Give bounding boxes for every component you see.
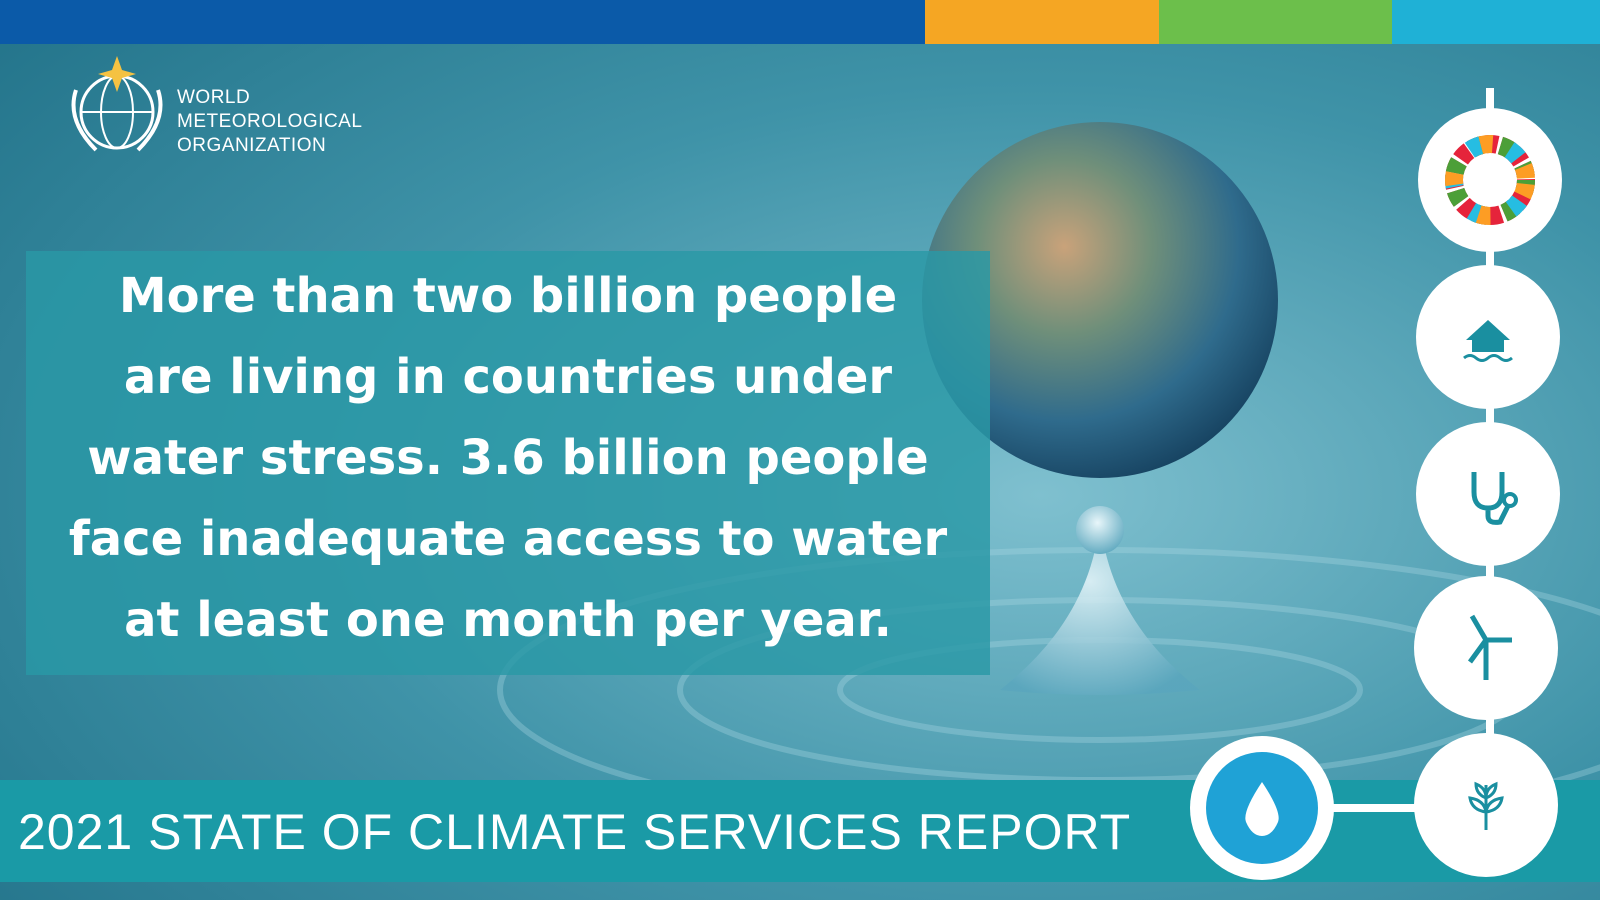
headline-line: at least one month per year. (124, 592, 892, 648)
earth (922, 122, 1278, 478)
org-name: WORLD (177, 87, 250, 108)
headline-line: water stress. 3.6 billion people (87, 430, 928, 486)
icon-agriculture (1414, 733, 1558, 877)
top-bar-blue (0, 0, 925, 44)
headline-line: More than two billion people (119, 268, 897, 324)
wmo-logo (71, 56, 163, 152)
footer-title: 2021 STATE OF CLIMATE SERVICES REPORT (18, 804, 1131, 860)
droplet (1076, 506, 1124, 554)
org-name: METEOROLOGICAL (177, 111, 362, 132)
icon-energy (1414, 576, 1558, 720)
top-bar-orange (925, 0, 1159, 44)
top-bar-green (1159, 0, 1392, 44)
footer-band (0, 780, 1600, 882)
icon-flood (1416, 265, 1560, 409)
headline-line: are living in countries under (124, 349, 892, 405)
headline-line: face inadequate access to water (69, 511, 948, 567)
headline-box (26, 251, 990, 675)
icon-water (1190, 736, 1334, 880)
headline: More than two billion people are living i… (69, 268, 948, 648)
icon-health (1416, 422, 1560, 566)
splash (1000, 520, 1200, 695)
top-bar-cyan (1392, 0, 1600, 44)
org-name: ORGANIZATION (177, 135, 326, 156)
icon-sdg (1418, 108, 1562, 252)
